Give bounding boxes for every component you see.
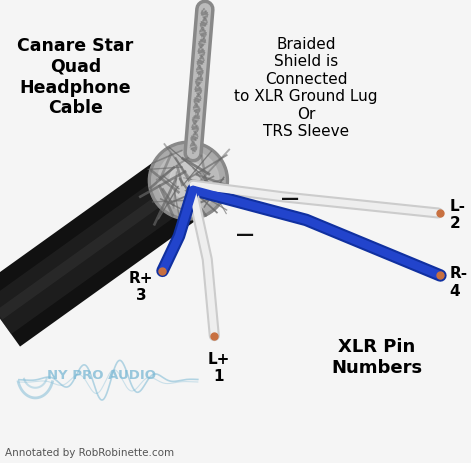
Text: Canare Star
Quad
Headphone
Cable: Canare Star Quad Headphone Cable <box>17 37 133 118</box>
Text: —: — <box>236 226 254 244</box>
Text: R-
4: R- 4 <box>450 266 468 299</box>
Text: R+
3: R+ 3 <box>129 271 154 303</box>
Circle shape <box>148 141 228 220</box>
Circle shape <box>158 150 219 211</box>
Text: XLR Pin
Numbers: XLR Pin Numbers <box>331 338 422 377</box>
Text: Annotated by RobRobinette.com: Annotated by RobRobinette.com <box>5 448 174 458</box>
Circle shape <box>170 162 207 199</box>
Text: Braided
Shield is
Connected
to XLR Ground Lug
Or
TRS Sleeve: Braided Shield is Connected to XLR Groun… <box>235 37 378 139</box>
Text: L-
2: L- 2 <box>450 199 466 232</box>
Text: —: — <box>281 190 299 207</box>
Text: L+
1: L+ 1 <box>208 352 230 384</box>
Circle shape <box>152 144 225 217</box>
Text: NY PRO AUDIO: NY PRO AUDIO <box>47 369 156 382</box>
